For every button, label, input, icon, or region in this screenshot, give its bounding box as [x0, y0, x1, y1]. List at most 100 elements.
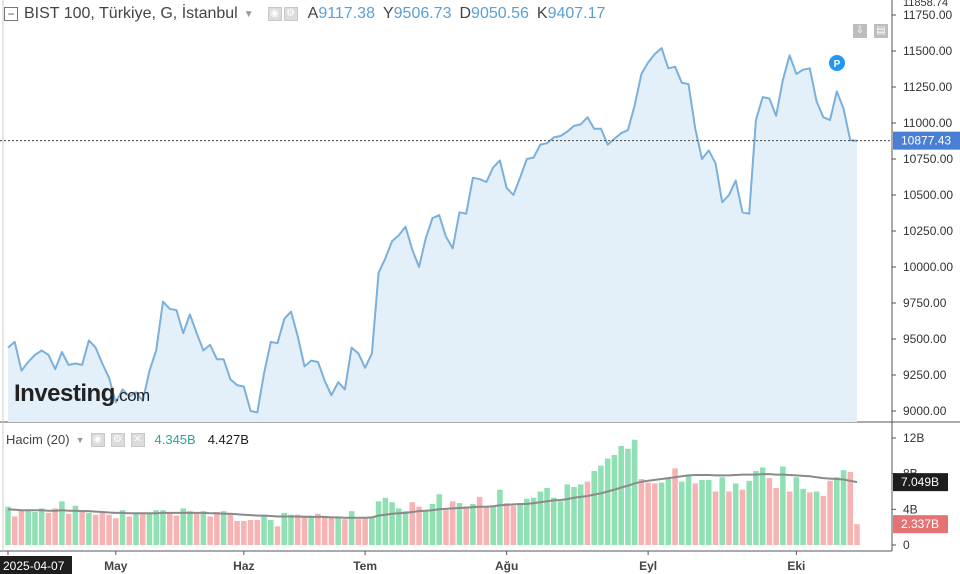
layout-icon[interactable]: ▤	[874, 24, 888, 38]
volume-bar	[827, 480, 833, 545]
volume-bar	[577, 484, 584, 545]
volume-bar	[645, 482, 651, 545]
ohlc-low: D9050.56	[459, 5, 529, 22]
volume-bar	[557, 501, 564, 545]
volume-bar	[618, 446, 624, 545]
volume-bar	[59, 501, 65, 545]
eye-icon[interactable]: ◉	[267, 7, 282, 21]
settings-icon[interactable]: ⚙	[283, 7, 298, 21]
volume-bar	[854, 524, 860, 545]
close-icon[interactable]: ✕	[130, 432, 145, 447]
volume-bar	[173, 515, 180, 545]
current-price-badge	[893, 131, 960, 150]
ohlc-high: Y9506.73	[382, 5, 452, 22]
chevron-down-icon[interactable]: ▼	[75, 434, 85, 445]
x-tick-label: May	[104, 559, 128, 573]
volume-bar	[732, 483, 739, 545]
volume-badge	[893, 515, 948, 534]
volume-bar	[342, 519, 348, 545]
volume-bar	[544, 487, 550, 545]
volume-bar	[5, 506, 11, 545]
volume-bar	[281, 512, 288, 545]
investing-logo: Investing.com	[14, 380, 150, 407]
volume-bar	[106, 514, 112, 545]
volume-bar	[510, 505, 517, 545]
volume-bar	[685, 474, 692, 545]
volume-bar	[564, 484, 571, 545]
volume-bar	[524, 498, 530, 545]
volume-bar	[139, 512, 146, 545]
volume-legend-value-2: 4.427B	[207, 432, 249, 447]
price-tick-label: 10000.00	[903, 260, 953, 274]
volume-bar	[241, 520, 247, 545]
volume-bar	[422, 510, 429, 545]
x-tick-label: Ağu	[495, 559, 518, 573]
volume-bar	[463, 506, 469, 545]
volume-header: Hacim (20) ▼ ◉ ⚙ ✕ 4.345B 4.427B	[6, 432, 249, 447]
volume-bar	[328, 516, 335, 545]
volume-bar	[409, 502, 416, 545]
volume-bar	[11, 516, 18, 545]
volume-bar	[847, 471, 854, 545]
download-icon[interactable]: ⇩	[853, 24, 867, 38]
volume-bar	[348, 511, 355, 545]
volume-bar	[537, 491, 544, 545]
volume-bar	[274, 526, 281, 545]
volume-bar	[497, 489, 503, 545]
chevron-down-icon[interactable]: ▼	[243, 8, 254, 20]
eye-icon[interactable]: ◉	[90, 432, 105, 447]
volume-bar	[517, 503, 523, 545]
volume-bar	[551, 497, 557, 545]
volume-bar	[719, 477, 726, 545]
volume-bar	[753, 470, 759, 545]
volume-bar	[712, 491, 719, 545]
volume-bar	[726, 491, 732, 545]
volume-bar	[672, 468, 678, 545]
volume-bar	[32, 512, 38, 545]
volume-bar	[113, 518, 119, 545]
volume-bar	[214, 512, 220, 545]
volume-bar	[402, 511, 409, 545]
volume-bar	[166, 512, 173, 545]
x-tick-label: Tem	[353, 559, 377, 573]
volume-legend-value-1: 4.345B	[154, 432, 196, 447]
collapse-icon[interactable]: −	[4, 7, 18, 21]
volume-bar	[146, 512, 153, 545]
volume-ma-line	[7, 473, 858, 519]
volume-bar	[301, 515, 308, 545]
volume-bar	[321, 516, 328, 545]
volume-bar	[786, 491, 793, 545]
volume-bar	[92, 514, 99, 545]
x-tick-label: 2025-04-07	[3, 559, 65, 573]
volume-bar	[692, 483, 699, 545]
volume-bar	[665, 479, 672, 545]
volume-bar	[584, 481, 591, 545]
current-price-label: 10877.43	[901, 134, 951, 148]
volume-bar	[834, 477, 840, 545]
volume-bar	[45, 512, 52, 545]
volume-bar	[800, 488, 806, 545]
volume-bar	[396, 508, 402, 545]
volume-bar	[355, 519, 362, 545]
price-tick-label: 9000.00	[903, 404, 947, 418]
volume-bar	[820, 495, 827, 545]
price-tick-label: 9250.00	[903, 368, 947, 382]
volume-bar	[25, 511, 31, 545]
ohlc-legend: A9117.38 Y9506.73 D9050.56 K9407.17	[308, 5, 606, 23]
volume-bar	[429, 503, 436, 545]
settings-icon[interactable]: ⚙	[110, 432, 125, 447]
volume-bar	[86, 512, 92, 545]
volume-tick-label: 4B	[903, 502, 918, 516]
volume-badge-label: 2.337B	[901, 517, 939, 531]
price-tick-label: 11000.00	[903, 116, 952, 130]
volume-bar	[254, 520, 261, 545]
volume-bar	[456, 503, 463, 545]
price-area	[8, 48, 857, 422]
price-tick-label: 10500.00	[903, 188, 953, 202]
volume-bar	[160, 510, 166, 545]
price-tick-label: 10750.00	[903, 152, 953, 166]
volume-bar	[180, 508, 186, 545]
volume-bar	[38, 508, 45, 545]
